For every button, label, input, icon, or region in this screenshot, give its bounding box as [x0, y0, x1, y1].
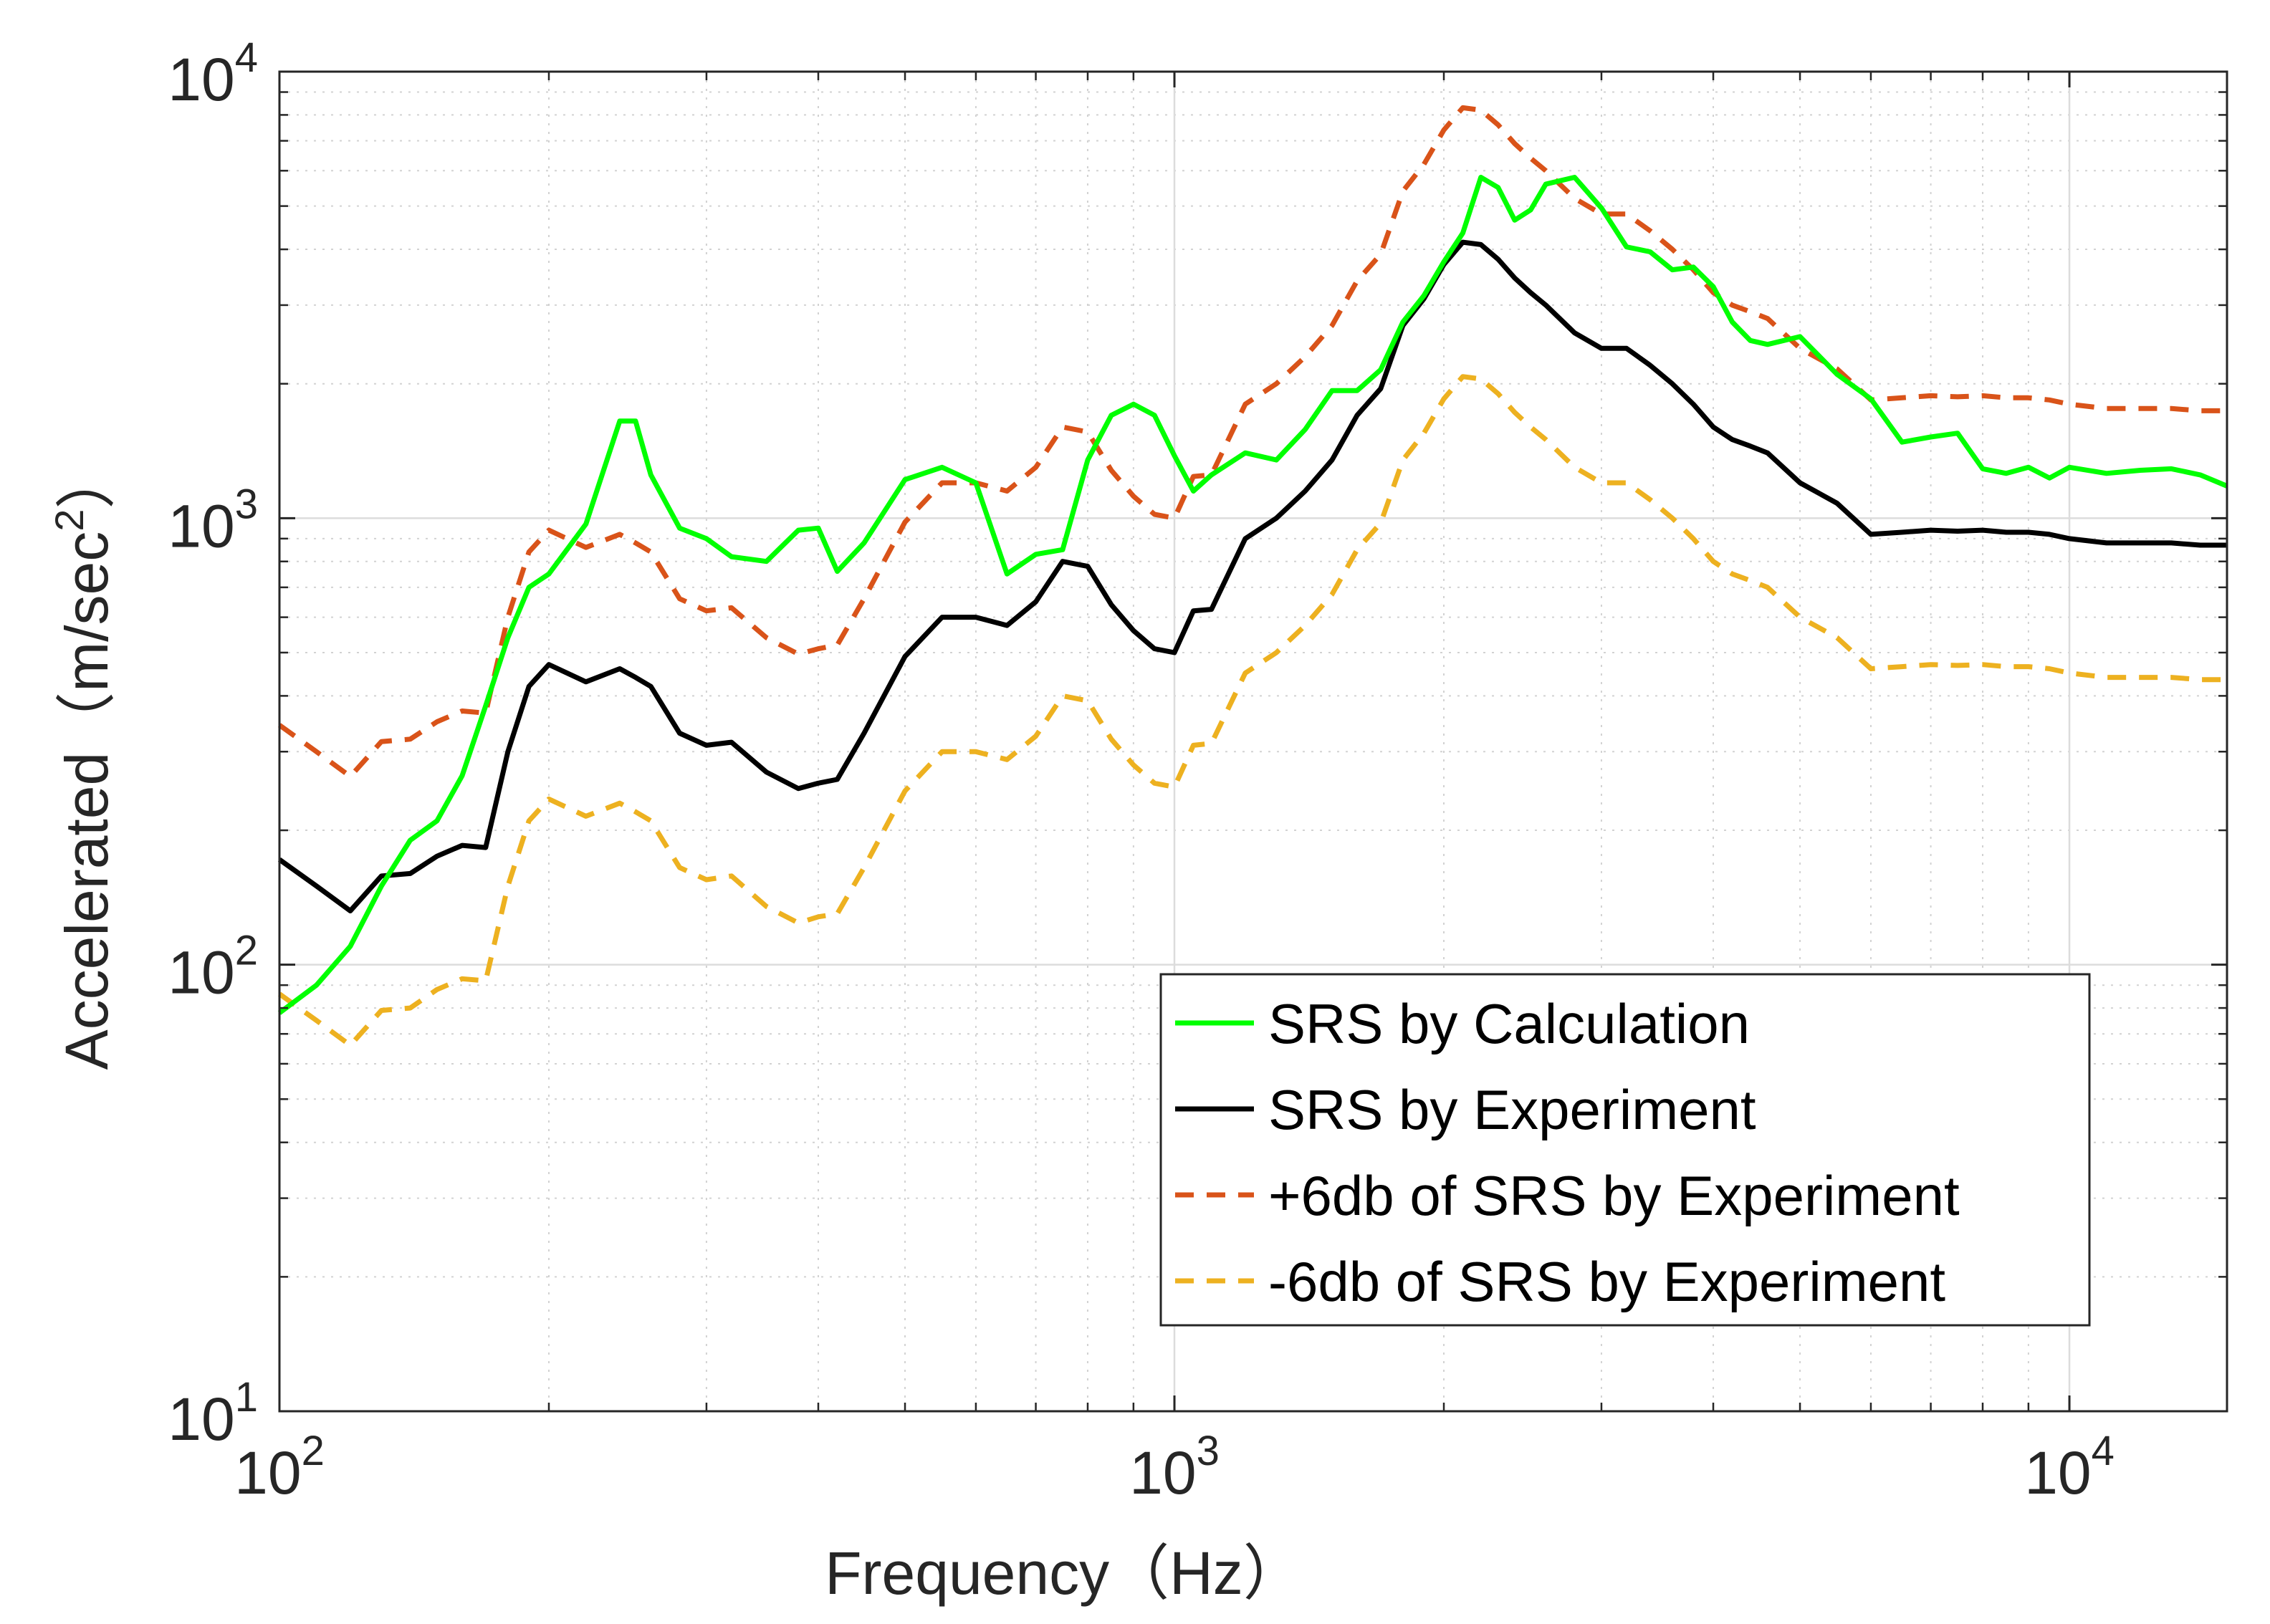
x-tick-label: 102 — [234, 1428, 325, 1507]
y-tick-label-base: 10 — [168, 939, 234, 1006]
x-tick-label-base: 10 — [1129, 1439, 1196, 1507]
y-axis-label-main: Accelerated（m/sec — [53, 532, 120, 1070]
legend-label-3: +6db of SRS by Experiment — [1268, 1164, 1960, 1227]
x-tick-label-base: 10 — [2024, 1439, 2091, 1507]
series-line-1 — [277, 175, 2228, 1015]
x-tick-label: 103 — [1129, 1428, 1220, 1507]
legend-label-2: SRS by Experiment — [1268, 1078, 1756, 1141]
series-layer — [277, 105, 2228, 1048]
legend: SRS by Calculation SRS by Experiment +6db … — [1159, 973, 2091, 1327]
plot-area-frame — [278, 70, 2228, 1413]
series-line-2 — [277, 239, 2227, 913]
y-axis-label-superscript: 2 — [47, 509, 92, 532]
y-tick-label-exponent: 1 — [235, 1374, 258, 1421]
y-tick-label: 104 — [168, 34, 258, 113]
y-tick-label-exponent: 2 — [235, 928, 258, 974]
x-tick-label-exponent: 3 — [1197, 1428, 1220, 1474]
y-tick-label: 103 — [168, 481, 258, 559]
x-tick-label: 104 — [2024, 1428, 2115, 1507]
y-tick-label-exponent: 3 — [235, 481, 258, 527]
y-tick-label-base: 10 — [168, 1385, 234, 1453]
legend-label-1: SRS by Calculation — [1268, 992, 1750, 1055]
y-tick-label-exponent: 4 — [235, 34, 258, 81]
x-tick-label-base: 10 — [234, 1439, 301, 1507]
y-tick-label: 101 — [168, 1374, 258, 1453]
y-axis-label-end: ） — [53, 449, 120, 509]
y-axis-label: Accelerated（m/sec2） — [47, 449, 120, 1070]
x-tick-label-exponent: 2 — [302, 1428, 325, 1474]
legend-box — [1159, 973, 2091, 1327]
legend-label-4: -6db of SRS by Experiment — [1268, 1250, 1945, 1313]
axis-ticks — [278, 70, 2227, 1413]
y-tick-label-base: 10 — [168, 46, 234, 113]
x-axis-label: Frequency（Hz） — [825, 1539, 1303, 1607]
x-tick-labels: 102 103 104 — [234, 1428, 2115, 1507]
y-tick-label: 102 — [168, 928, 258, 1006]
x-tick-label-exponent: 4 — [2092, 1428, 2115, 1474]
y-tick-label-base: 10 — [168, 492, 234, 559]
